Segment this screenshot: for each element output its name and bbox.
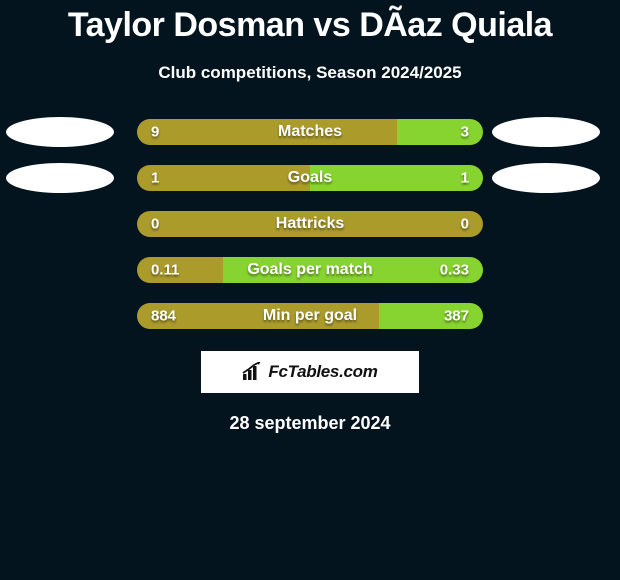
stat-row: 00Hattricks	[0, 201, 620, 247]
bar-segment-left	[137, 119, 397, 145]
stat-bar: 11Goals	[137, 165, 483, 191]
bar-segment-left	[137, 165, 310, 191]
player-marker-left	[6, 163, 114, 193]
stat-bar: 93Matches	[137, 119, 483, 145]
bar-segment-left	[137, 211, 483, 237]
snapshot-date: 28 september 2024	[0, 413, 620, 434]
brand-text: FcTables.com	[268, 362, 377, 382]
brand-logo[interactable]: FcTables.com	[201, 351, 419, 393]
season-subtitle: Club competitions, Season 2024/2025	[0, 63, 620, 83]
stat-bar: 884387Min per goal	[137, 303, 483, 329]
stat-row: 11Goals	[0, 155, 620, 201]
player-marker-right	[492, 117, 600, 147]
stat-bar: 0.110.33Goals per match	[137, 257, 483, 283]
player-marker-left	[6, 117, 114, 147]
stat-rows: 93Matches 11Goals 00Hattricks 0.110.33Goals…	[0, 109, 620, 339]
bar-segment-left	[137, 257, 223, 283]
stat-row: 884387Min per goal	[0, 293, 620, 339]
bar-segment-left	[137, 303, 379, 329]
bar-segment-right	[310, 165, 483, 191]
comparison-widget: Taylor Dosman vs DÃ­az Quiala Club compe…	[0, 0, 620, 434]
stat-bar: 00Hattricks	[137, 211, 483, 237]
stat-row: 93Matches	[0, 109, 620, 155]
bar-segment-right	[397, 119, 483, 145]
bar-chart-icon	[242, 362, 264, 382]
bar-segment-right	[223, 257, 483, 283]
page-title: Taylor Dosman vs DÃ­az Quiala	[0, 6, 620, 45]
stat-row: 0.110.33Goals per match	[0, 247, 620, 293]
player-marker-right	[492, 163, 600, 193]
bar-segment-right	[379, 303, 483, 329]
